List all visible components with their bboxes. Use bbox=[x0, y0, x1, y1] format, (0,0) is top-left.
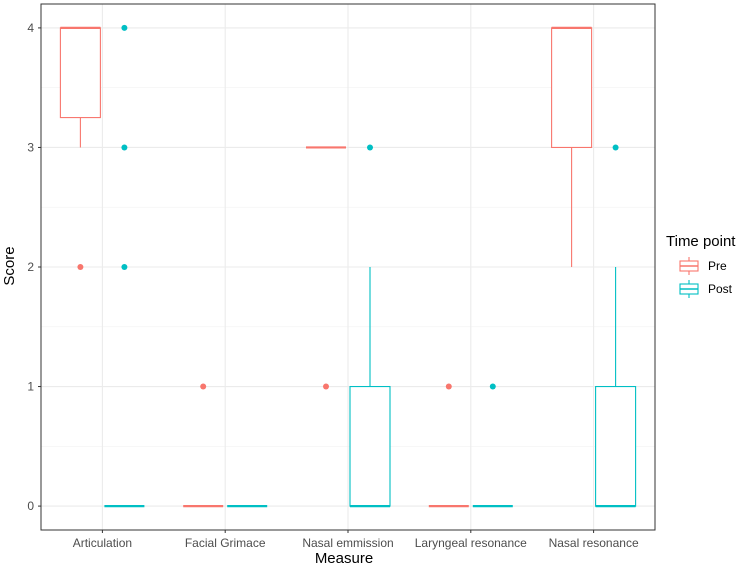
box-post bbox=[104, 24, 145, 508]
legend-title: Time point bbox=[666, 233, 736, 250]
legend-item-pre: Pre bbox=[679, 257, 727, 275]
x-axis-title: Measure bbox=[315, 550, 373, 567]
y-axis-title: Score bbox=[1, 246, 18, 285]
y-tick-label: 1 bbox=[27, 380, 34, 394]
box-pre bbox=[183, 383, 224, 508]
box-post bbox=[595, 144, 637, 508]
outlier-point bbox=[77, 264, 84, 270]
outlier-point bbox=[445, 383, 452, 390]
box-pre bbox=[306, 146, 346, 390]
x-tick-label: Nasal resonance bbox=[549, 536, 639, 550]
outlier-point bbox=[612, 144, 619, 151]
y-tick-label: 3 bbox=[27, 140, 34, 154]
legend-label: Post bbox=[708, 282, 733, 296]
outlier-point bbox=[367, 144, 373, 151]
x-tick-label: Nasal emmission bbox=[302, 536, 393, 550]
x-tick-label: Articulation bbox=[73, 536, 132, 550]
box-iqr bbox=[595, 385, 637, 507]
outlier-point bbox=[323, 383, 329, 390]
x-tick-label: Laryngeal resonance bbox=[415, 536, 527, 550]
legend-label: Pre bbox=[708, 259, 727, 273]
y-tick-label: 2 bbox=[27, 260, 34, 274]
outlier-point bbox=[121, 264, 128, 270]
box-post bbox=[349, 144, 391, 508]
y-tick-label: 0 bbox=[27, 499, 34, 513]
y-tick-label: 4 bbox=[27, 21, 34, 35]
outlier-point bbox=[200, 383, 207, 390]
box-iqr bbox=[349, 385, 391, 507]
box-pre bbox=[59, 26, 101, 270]
outlier-point bbox=[121, 144, 128, 151]
outlier-point bbox=[121, 24, 128, 31]
legend-item-post: Post bbox=[679, 280, 733, 298]
box-pre bbox=[551, 26, 593, 267]
box-iqr bbox=[59, 27, 101, 119]
box-post bbox=[472, 383, 513, 508]
axis-layer: 0 1 2 3 4 Articulation Facial Grimace Nasal emm… bbox=[27, 21, 639, 550]
x-tick-label: Facial Grimace bbox=[185, 536, 266, 550]
outlier-point bbox=[489, 383, 496, 390]
box-pre bbox=[428, 383, 469, 508]
box-layer bbox=[59, 24, 637, 508]
box-iqr bbox=[551, 27, 593, 149]
legend: Time point Pre Post bbox=[666, 233, 736, 298]
